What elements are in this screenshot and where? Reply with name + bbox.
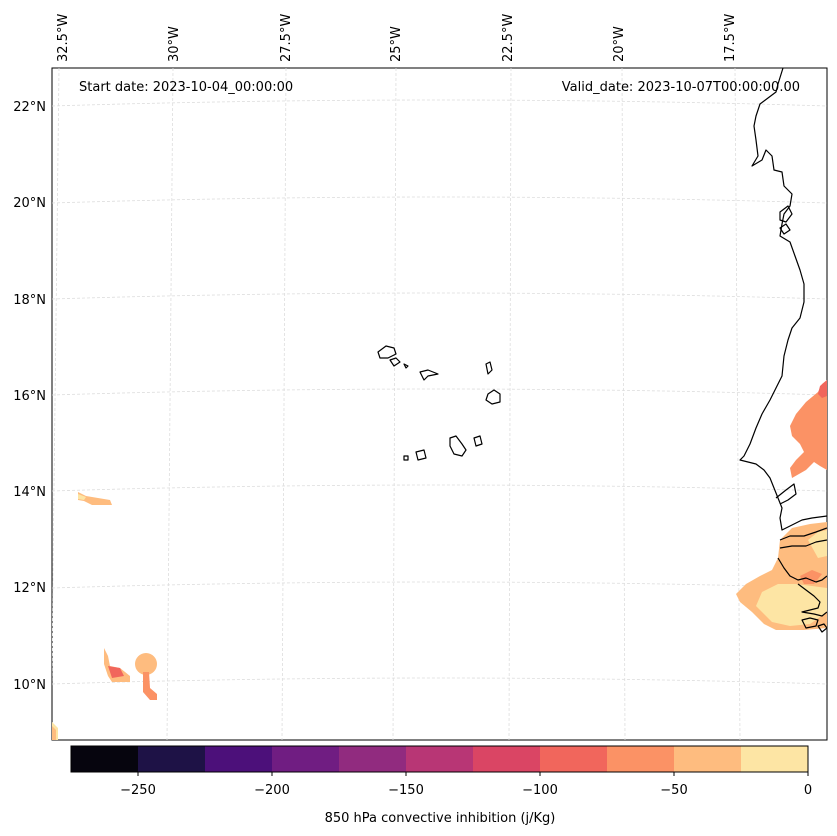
meridian-gridlines [52,68,741,740]
cbar-tick-150: −150 [388,783,424,798]
colorbar-segment [272,746,340,772]
island-santiago [449,435,467,457]
cin-patch-10n-tail [143,672,157,700]
lon-label-30w: 30°W [167,26,182,62]
parallel-10n [52,677,827,685]
cbar-tick-0: 0 [804,783,812,798]
cin-patch-senegal-orange [800,570,822,584]
cin-contours [52,380,827,740]
parallel-20n [52,196,827,204]
map-frame [51,67,828,741]
colorbar-segment [71,746,139,772]
meridian-22-5w [508,68,512,740]
cin-patch-14n [78,492,112,505]
colorbar-segment [741,746,809,772]
lat-label-14n: 14°N [13,485,46,500]
meridian-17-5w [734,68,741,740]
valid-date-label: Valid_date: 2023-10-07T00:00:00.00 [562,80,800,95]
lat-label-10n: 10°N [13,678,46,693]
colorbar-segment [339,746,407,772]
cbar-tick-100: −100 [522,783,558,798]
cape-verde-peninsula-detail [775,483,797,505]
cin-patch-coast-orange [790,380,827,478]
island-santo-antao [377,345,397,359]
parallel-18n [52,292,827,300]
meridian-30w [166,68,174,740]
island-santa-luzia [403,363,409,369]
lon-label-22-5w: 22.5°W [501,14,516,62]
colorbar-segment [138,746,206,772]
cin-patch-10n-blob [135,653,157,675]
cin-patch-bottom-left-edge [52,726,56,740]
island-sao-nicolau [419,369,439,381]
coastlines [377,68,827,633]
meridian-25w [392,68,397,740]
bissau-islands-2 [817,623,827,633]
lon-label-20w: 20°W [612,26,627,62]
cbar-tick-250: −250 [120,783,156,798]
island-fogo [415,449,427,461]
gambia-river-south [779,539,827,549]
island-maio [473,435,483,447]
colorbar-segment [674,746,742,772]
longitude-labels: 32.5°W 30°W 27.5°W 25°W 22.5°W 20°W 17.5… [56,14,738,62]
island-sal [485,361,493,375]
island-brava [403,455,409,461]
latitude-labels: 22°N 20°N 18°N 16°N 14°N 12°N 10°N [13,100,46,693]
colorbar [70,745,809,776]
lon-label-32-5w: 32.5°W [56,14,71,62]
colorbar-segment [540,746,608,772]
lat-label-20n: 20°N [13,196,46,211]
colorbar-segment [406,746,474,772]
colorbar-segment [473,746,541,772]
parallel-22n [52,99,827,107]
parallel-16n [52,388,827,396]
coast-inlet-north-2 [779,223,791,235]
island-sao-vicente [389,357,401,367]
coast-inlet-north [779,205,793,223]
meridian-20w [621,68,626,740]
lon-label-25w: 25°W [389,26,404,62]
cbar-tick-50: −50 [660,783,687,798]
parallel-14n [52,484,827,492]
lat-label-22n: 22°N [13,100,46,115]
colorbar-border [70,745,809,773]
meridian-32-5w [52,68,60,690]
cin-patch-10n-west-red [108,666,124,678]
island-boa-vista [485,389,501,405]
guinea-bissau-coast [797,583,827,617]
cbar-tick-200: −200 [254,783,290,798]
senegal-south-coast [777,557,827,583]
lon-label-27-5w: 27.5°W [279,14,294,62]
colorbar-title: 850 hPa convective inhibition (j/Kg) [325,811,556,826]
cin-patch-senegal-pale-north [808,530,827,558]
lon-label-17-5w: 17.5°W [723,14,738,62]
lat-label-16n: 16°N [13,389,46,404]
cin-patch-senegal-pale [756,584,827,626]
parallel-12n [52,581,827,589]
colorbar-segment [205,746,273,772]
gambia-river [779,527,827,541]
start-date-label: Start date: 2023-10-04_00:00:00 [79,80,293,95]
colorbar-tick-labels: −250 −200 −150 −100 −50 0 [120,783,812,798]
west-africa-coastline [739,68,827,531]
cin-patch-14n-pale [78,494,86,500]
meridian-27-5w [281,68,287,740]
cin-patch-coast-red [818,380,827,398]
parallel-gridlines [52,99,827,685]
colorbar-segment [607,746,675,772]
lat-label-18n: 18°N [13,293,46,308]
lat-label-12n: 12°N [13,581,46,596]
bissau-islands [801,617,819,629]
